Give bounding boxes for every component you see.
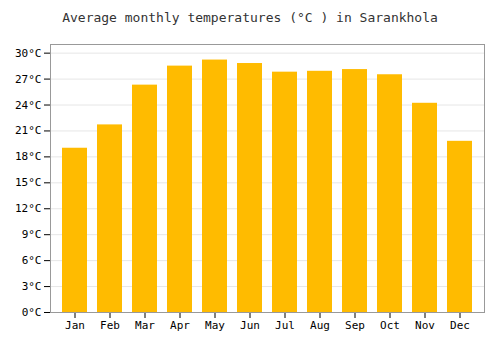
svg-text:21°C: 21°C [15,124,42,137]
svg-text:Oct: Oct [380,319,400,332]
svg-text:Sep: Sep [345,319,365,332]
svg-text:18°C: 18°C [15,150,42,163]
svg-text:Aug: Aug [310,319,330,332]
svg-text:15°C: 15°C [15,176,42,189]
html-text:Average monthly temperatures (: Average monthly temperatures (°C ) in Sa… [62,10,438,25]
svg-text:Apr: Apr [170,319,190,332]
svg-text:Jan: Jan [65,319,85,332]
svg-text:12°C: 12°C [15,202,42,215]
svg-text:Mar: Mar [135,319,155,332]
svg-text:30°C: 30°C [15,47,42,60]
svg-text:May: May [205,319,225,332]
svg-text:Jun: Jun [240,319,260,332]
svg-text:3°C: 3°C [22,280,42,293]
svg-text:27°C: 27°C [15,73,42,86]
svg-text:Feb: Feb [100,319,120,332]
svg-text:24°C: 24°C [15,99,42,112]
svg-text:Jul: Jul [275,319,295,332]
svg-text:0°C: 0°C [22,306,42,319]
svg-text:Nov: Nov [415,319,435,332]
svg-text:6°C: 6°C [22,254,42,267]
svg-text:9°C: 9°C [22,228,42,241]
svg-text:Dec: Dec [450,319,470,332]
